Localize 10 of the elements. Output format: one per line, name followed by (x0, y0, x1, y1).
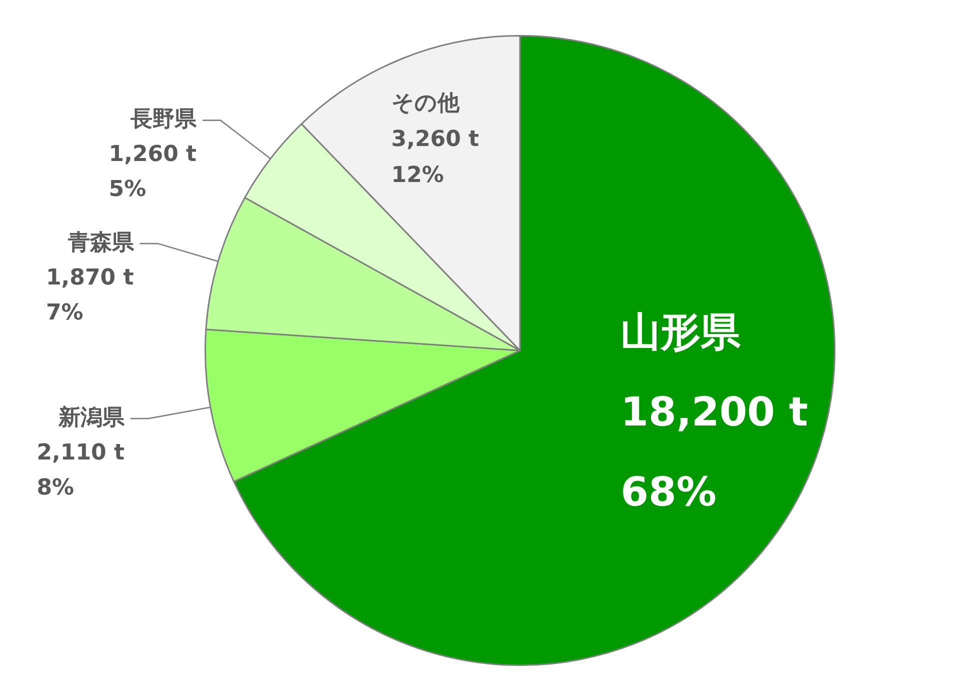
slice-label: 長野県 (130, 107, 198, 132)
data-label: 18,200 t 68% (620, 390, 808, 516)
data-label: 1,870 t 7% (46, 265, 134, 326)
slice-label: その他 (391, 91, 460, 116)
slice-label: 山形県 (620, 310, 742, 356)
data-label: 2,110 t 8% (36, 440, 125, 500)
slice-label: 新潟県 (57, 404, 126, 430)
data-label: 1,260 t 5% (108, 142, 198, 202)
data-label: 3,260 t 12% (391, 127, 480, 188)
slice-label: 青森県 (66, 230, 135, 256)
